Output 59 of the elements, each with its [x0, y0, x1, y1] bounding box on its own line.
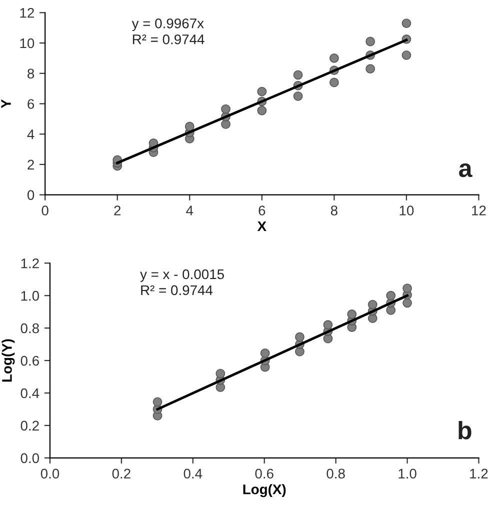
y-tick-label: 1.0: [21, 290, 40, 301]
point: [368, 300, 378, 310]
x-axis-title: Log(X): [243, 484, 286, 498]
y-tick-label: 0.2: [20, 420, 39, 431]
x-tick-label: 4: [186, 206, 194, 216]
point: [295, 332, 304, 342]
point: [329, 53, 339, 63]
y-tick-label: 0.0: [20, 453, 40, 464]
y-tick-label: 1.2: [21, 258, 39, 268]
x-tick-label: 0.4: [184, 468, 202, 479]
point: [257, 106, 267, 116]
y-tick-label: 0: [27, 190, 34, 200]
y-tick-label: 10: [20, 38, 34, 48]
annotation: a: [459, 163, 472, 178]
x-tick-label: 12: [472, 206, 486, 216]
point: [402, 18, 412, 28]
y-tick-label: 6: [28, 99, 34, 109]
y-tick-label: 0.6: [20, 356, 39, 366]
x-tick-label: 0.2: [112, 468, 130, 479]
point: [402, 50, 412, 60]
point: [221, 104, 230, 114]
point: [293, 70, 303, 80]
point: [260, 348, 270, 358]
point: [293, 91, 303, 101]
point: [323, 320, 333, 330]
x-tick-label: 1.2: [470, 468, 488, 478]
x-tick-label: 0.0: [40, 468, 60, 479]
y-tick-label: 2: [28, 160, 34, 170]
y-axis-title: Y: [1, 99, 11, 108]
x-tick-label: 6: [258, 206, 266, 216]
x-tick-label: 8: [330, 206, 338, 216]
point: [386, 290, 396, 300]
point: [221, 120, 230, 129]
x-tick-label: 1.0: [398, 468, 416, 479]
y-tick-label: 0.4: [20, 388, 40, 398]
point: [329, 78, 339, 88]
y-tick-label: 8: [28, 68, 34, 79]
x-tick-label: 2: [114, 206, 121, 216]
y-tick-label: 12: [20, 8, 34, 18]
x-tick-label: 0: [42, 206, 48, 216]
point: [366, 36, 376, 46]
point: [402, 298, 412, 308]
annotation: y = 0.9967x R² = 0.9744: [132, 18, 204, 44]
x-tick-label: 10: [400, 206, 414, 216]
y-tick-label: 0.8: [20, 323, 39, 334]
point: [216, 368, 226, 378]
x-tick-label: 0.8: [326, 468, 345, 479]
x-tick-label: 0.6: [255, 468, 274, 479]
point: [184, 122, 194, 132]
point: [366, 64, 376, 74]
point: [347, 310, 357, 319]
annotation: b: [458, 420, 472, 440]
y-tick-label: 4: [27, 130, 34, 140]
point: [257, 86, 267, 96]
annotation: y = x - 0.0015 R² = 0.9744: [140, 269, 224, 296]
y-axis-title: Log(Y): [2, 339, 15, 382]
point: [152, 397, 162, 407]
x-axis-title: X: [257, 221, 266, 232]
point: [402, 284, 412, 293]
